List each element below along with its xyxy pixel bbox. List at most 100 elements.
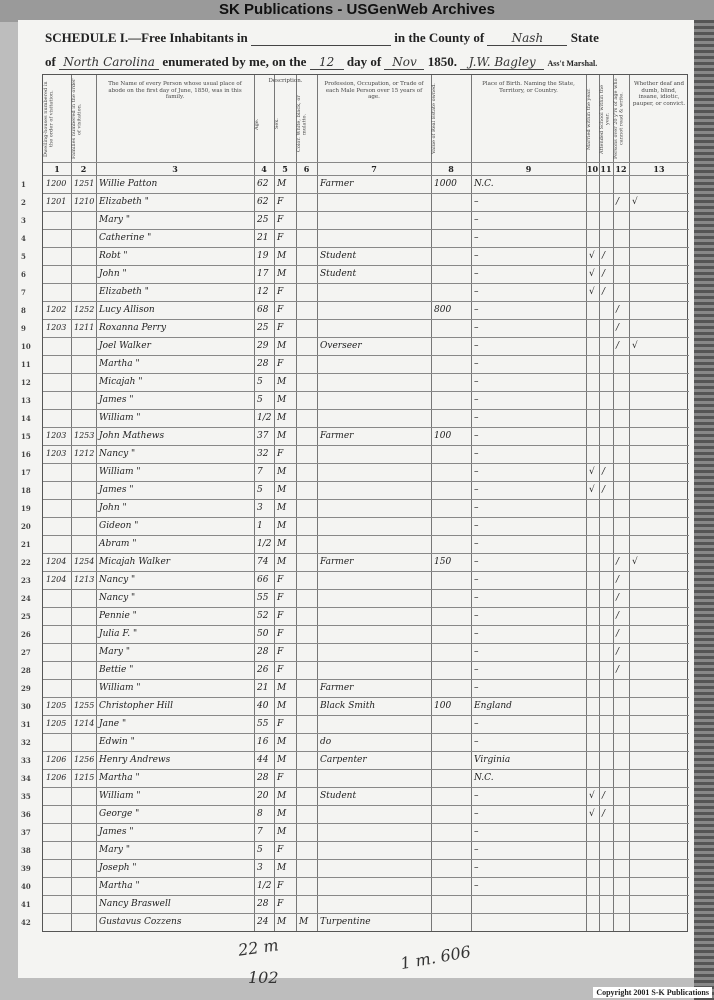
married-mark: √: [589, 251, 595, 261]
real-estate-value: 150: [434, 557, 452, 567]
age: 68: [257, 305, 269, 315]
sex: M: [277, 179, 287, 189]
column-header: Age.: [254, 118, 260, 130]
sex: F: [277, 665, 284, 675]
table-row: 35 William " 20 M Student – √ /: [21, 787, 689, 805]
person-name: Elizabeth ": [99, 287, 149, 297]
column-number: 11: [600, 164, 612, 174]
birthplace: Virginia: [474, 755, 511, 765]
sex: F: [277, 719, 284, 729]
column-divider: [586, 75, 587, 931]
illiterate-mark: /: [616, 341, 620, 351]
illiterate-mark: /: [616, 323, 620, 333]
person-name: George ": [99, 809, 140, 819]
birthplace: N.C.: [474, 179, 494, 189]
table-row: 15 1203 1253 John Mathews 37 M Farmer 100 –: [21, 427, 689, 445]
line-number: 34: [21, 774, 31, 783]
year-label: 1850.: [427, 54, 457, 69]
month-value: Nov: [384, 55, 425, 70]
state-value: North Carolina: [59, 55, 160, 70]
birthplace: –: [474, 377, 479, 387]
line-number: 5: [21, 252, 26, 261]
line-number: 23: [21, 576, 31, 585]
birthplace: England: [474, 701, 512, 711]
dwelling-number: 1203: [46, 431, 67, 440]
line-number: 33: [21, 756, 31, 765]
column-number: 13: [653, 164, 665, 174]
person-name: William ": [99, 683, 141, 693]
dwelling-number: 1201: [46, 197, 67, 206]
person-name: Catherine ": [99, 233, 152, 243]
sex: M: [277, 755, 287, 765]
birthplace: –: [474, 791, 479, 801]
census-table: Dwelling-houses numbered in the order of…: [21, 74, 689, 932]
line-number: 6: [21, 270, 26, 279]
age: 21: [257, 233, 269, 243]
birthplace: –: [474, 467, 479, 477]
family-number: 1254: [74, 557, 95, 566]
age: 5: [257, 395, 263, 405]
birthplace: –: [474, 341, 479, 351]
sex: M: [277, 917, 287, 927]
table-row: 19 John " 3 M –: [21, 499, 689, 517]
line-number: 40: [21, 882, 31, 891]
county-value: Nash: [487, 31, 568, 46]
line-number: 37: [21, 828, 31, 837]
birthplace: –: [474, 233, 479, 243]
column-header: Profession, Occupation, or Trade of each…: [324, 81, 424, 100]
birthplace: –: [474, 287, 479, 297]
column-number: 12: [615, 164, 627, 174]
line-number: 13: [21, 396, 31, 405]
age: 44: [257, 755, 269, 765]
birthplace: –: [474, 323, 479, 333]
birthplace: –: [474, 737, 479, 747]
of-label: of: [45, 54, 56, 69]
person-name: Christopher Hill: [99, 701, 174, 711]
column-number: 8: [448, 164, 454, 174]
line-number: 11: [21, 360, 31, 369]
family-number: 1255: [74, 701, 95, 710]
person-name: James ": [99, 395, 134, 405]
table-row: 3 Mary " 25 F –: [21, 211, 689, 229]
sex: M: [277, 503, 287, 513]
condition-mark: √: [632, 341, 638, 351]
table-row: 7 Elizabeth " 12 F – √ /: [21, 283, 689, 301]
married-mark: √: [589, 485, 595, 495]
occupation: do: [320, 737, 332, 747]
person-name: Robt ": [99, 251, 128, 261]
sex: F: [277, 773, 284, 783]
table-row: 31 1205 1214 Jane " 55 F –: [21, 715, 689, 733]
sex: M: [277, 539, 287, 549]
column-number: 2: [80, 164, 87, 174]
column-number: 5: [282, 164, 288, 174]
person-name: Martha ": [99, 359, 140, 369]
sex: F: [277, 449, 284, 459]
county-label: in the County of: [394, 30, 485, 45]
birthplace: –: [474, 611, 479, 621]
column-divider: [71, 75, 72, 931]
age: 55: [257, 593, 269, 603]
table-row: 37 James " 7 M –: [21, 823, 689, 841]
married-mark: √: [589, 809, 595, 819]
binding-edge: [694, 20, 714, 1000]
family-number: 1210: [74, 197, 95, 206]
real-estate-value: 1000: [434, 179, 457, 189]
archive-banner: SK Publications - USGenWeb Archives: [0, 0, 714, 22]
table-row: 1 1200 1251 Willie Patton 62 M Farmer 1000 N.C.: [21, 175, 689, 193]
blank-field: [251, 31, 391, 46]
column-header: Married within the year.: [586, 88, 592, 150]
sex: M: [277, 557, 287, 567]
state-label: State: [570, 30, 599, 45]
family-number: 1253: [74, 431, 95, 440]
family-number: 1211: [74, 323, 95, 332]
occupation: Farmer: [320, 683, 354, 693]
column-divider: [96, 75, 97, 931]
age: 21: [257, 683, 269, 693]
schedule-title: SCHEDULE I.—Free Inhabitants in in the C…: [45, 30, 599, 46]
birthplace: –: [474, 593, 479, 603]
birthplace: –: [474, 269, 479, 279]
table-row: 21 Abram " 1/2 M –: [21, 535, 689, 553]
sex: M: [277, 701, 287, 711]
age: 25: [257, 215, 269, 225]
column-number: 6: [303, 164, 310, 174]
